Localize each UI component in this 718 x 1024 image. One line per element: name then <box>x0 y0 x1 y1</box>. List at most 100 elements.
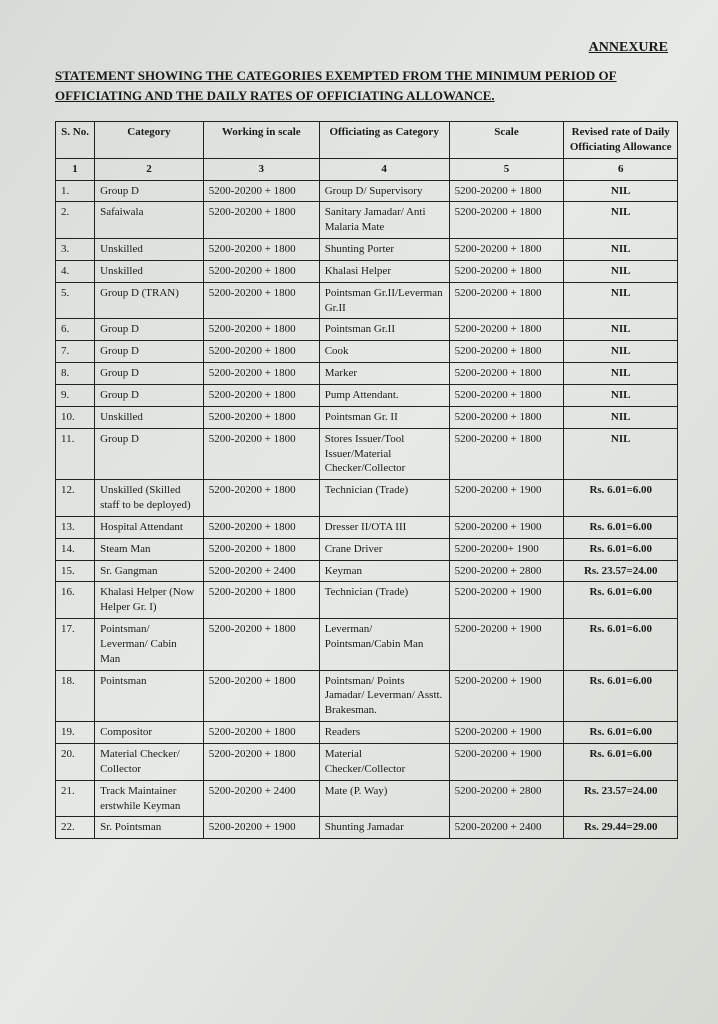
cell-working: 5200-20200 + 2400 <box>203 780 319 817</box>
cell-officiating: Shunting Jamadar <box>319 817 449 839</box>
cell-officiating: Technician (Trade) <box>319 582 449 619</box>
cell-sno: 21. <box>56 780 95 817</box>
cell-officiating: Stores Issuer/Tool Issuer/Material Check… <box>319 428 449 480</box>
cell-scale: 5200-20200 + 1900 <box>449 722 564 744</box>
num-5: 5 <box>449 158 564 180</box>
cell-sno: 10. <box>56 406 95 428</box>
header-working: Working in scale <box>203 122 319 159</box>
cell-scale: 5200-20200 + 1800 <box>449 180 564 202</box>
cell-officiating: Mate (P. Way) <box>319 780 449 817</box>
table-row: 9.Group D5200-20200 + 1800Pump Attendant… <box>56 384 678 406</box>
num-6: 6 <box>564 158 678 180</box>
cell-working: 5200-20200 + 1800 <box>203 239 319 261</box>
cell-sno: 9. <box>56 384 95 406</box>
cell-sno: 11. <box>56 428 95 480</box>
table-row: 20.Material Checker/ Collector5200-20200… <box>56 744 678 781</box>
cell-scale: 5200-20200 + 1800 <box>449 239 564 261</box>
cell-working: 5200-20200 + 1800 <box>203 363 319 385</box>
cell-rate: NIL <box>564 319 678 341</box>
cell-category: Unskilled <box>95 406 204 428</box>
cell-category: Unskilled <box>95 260 204 282</box>
cell-category: Sr. Pointsman <box>95 817 204 839</box>
cell-category: Track Maintainer erstwhile Keyman <box>95 780 204 817</box>
table-row: 6.Group D5200-20200 + 1800Pointsman Gr.I… <box>56 319 678 341</box>
cell-category: Hospital Attendant <box>95 516 204 538</box>
header-scale: Scale <box>449 122 564 159</box>
cell-scale: 5200-20200 + 1800 <box>449 363 564 385</box>
cell-officiating: Crane Driver <box>319 538 449 560</box>
cell-working: 5200-20200 + 1800 <box>203 670 319 722</box>
cell-scale: 5200-20200 + 1800 <box>449 260 564 282</box>
cell-category: Unskilled (Skilled staff to be deployed) <box>95 480 204 517</box>
cell-category: Sr. Gangman <box>95 560 204 582</box>
header-rate: Revised rate of Daily Officiating Allowa… <box>564 122 678 159</box>
table-row: 22.Sr. Pointsman5200-20200 + 1900Shuntin… <box>56 817 678 839</box>
table-number-row: 1 2 3 4 5 6 <box>56 158 678 180</box>
table-row: 11.Group D5200-20200 + 1800Stores Issuer… <box>56 428 678 480</box>
cell-sno: 18. <box>56 670 95 722</box>
cell-scale: 5200-20200 + 1800 <box>449 428 564 480</box>
cell-officiating: Sanitary Jamadar/ Anti Malaria Mate <box>319 202 449 239</box>
cell-category: Material Checker/ Collector <box>95 744 204 781</box>
cell-officiating: Keyman <box>319 560 449 582</box>
table-header-row: S. No. Category Working in scale Officia… <box>56 122 678 159</box>
cell-category: Unskilled <box>95 239 204 261</box>
cell-scale: 5200-20200 + 2400 <box>449 817 564 839</box>
cell-working: 5200-20200 + 1800 <box>203 744 319 781</box>
cell-officiating: Marker <box>319 363 449 385</box>
cell-rate: Rs. 6.01=6.00 <box>564 516 678 538</box>
cell-officiating: Pump Attendant. <box>319 384 449 406</box>
cell-sno: 8. <box>56 363 95 385</box>
cell-sno: 5. <box>56 282 95 319</box>
num-2: 2 <box>95 158 204 180</box>
num-1: 1 <box>56 158 95 180</box>
allowance-table: S. No. Category Working in scale Officia… <box>55 121 678 839</box>
annexure-label: ANNEXURE <box>55 40 678 56</box>
cell-working: 5200-20200 + 1800 <box>203 202 319 239</box>
cell-scale: 5200-20200 + 1900 <box>449 480 564 517</box>
cell-officiating: Dresser II/OTA III <box>319 516 449 538</box>
cell-scale: 5200-20200 + 1900 <box>449 744 564 781</box>
table-row: 21.Track Maintainer erstwhile Keyman5200… <box>56 780 678 817</box>
cell-rate: NIL <box>564 239 678 261</box>
cell-working: 5200-20200 + 1800 <box>203 341 319 363</box>
cell-working: 5200-20200 + 1800 <box>203 480 319 517</box>
cell-scale: 5200-20200 + 1800 <box>449 282 564 319</box>
cell-rate: NIL <box>564 282 678 319</box>
table-row: 10.Unskilled 5200-20200 + 1800Pointsman G… <box>56 406 678 428</box>
cell-officiating: Pointsman Gr.II/Leverman Gr.II <box>319 282 449 319</box>
table-row: 4.Unskilled 5200-20200 + 1800Khalasi Help… <box>56 260 678 282</box>
cell-sno: 19. <box>56 722 95 744</box>
cell-sno: 22. <box>56 817 95 839</box>
cell-category: Steam Man <box>95 538 204 560</box>
table-row: 3.Unskilled5200-20200 + 1800Shunting Por… <box>56 239 678 261</box>
cell-sno: 4. <box>56 260 95 282</box>
num-3: 3 <box>203 158 319 180</box>
cell-rate: NIL <box>564 406 678 428</box>
cell-scale: 5200-20200 + 1800 <box>449 406 564 428</box>
cell-category: Pointsman <box>95 670 204 722</box>
cell-officiating: Technician (Trade) <box>319 480 449 517</box>
table-row: 13.Hospital Attendant5200-20200 + 1800Dr… <box>56 516 678 538</box>
table-body: 1.Group D5200-20200 + 1800Group D/ Super… <box>56 180 678 839</box>
table-row: 5.Group D (TRAN)5200-20200 + 1800Pointsm… <box>56 282 678 319</box>
cell-officiating: Khalasi Helper <box>319 260 449 282</box>
table-row: 16.Khalasi Helper (Now Helper Gr. I)5200… <box>56 582 678 619</box>
cell-scale: 5200-20200 + 1900 <box>449 670 564 722</box>
cell-sno: 16. <box>56 582 95 619</box>
cell-officiating: Leverman/ Pointsman/Cabin Man <box>319 619 449 671</box>
cell-rate: Rs. 6.01=6.00 <box>564 480 678 517</box>
cell-working: 5200-20200 + 1800 <box>203 722 319 744</box>
cell-rate: NIL <box>564 180 678 202</box>
table-row: 2.Safaiwala5200-20200 + 1800Sanitary Jam… <box>56 202 678 239</box>
cell-working: 5200-20200 + 1800 <box>203 319 319 341</box>
table-row: 12.Unskilled (Skilled staff to be deploy… <box>56 480 678 517</box>
cell-category: Group D <box>95 341 204 363</box>
table-row: 17.Pointsman/ Leverman/ Cabin Man5200-20… <box>56 619 678 671</box>
cell-officiating: Pointsman Gr. II <box>319 406 449 428</box>
document-title: STATEMENT SHOWING THE CATEGORIES EXEMPTE… <box>55 66 678 105</box>
cell-category: Compositor <box>95 722 204 744</box>
cell-scale: 5200-20200 + 1900 <box>449 619 564 671</box>
cell-scale: 5200-20200 + 1800 <box>449 319 564 341</box>
cell-sno: 12. <box>56 480 95 517</box>
